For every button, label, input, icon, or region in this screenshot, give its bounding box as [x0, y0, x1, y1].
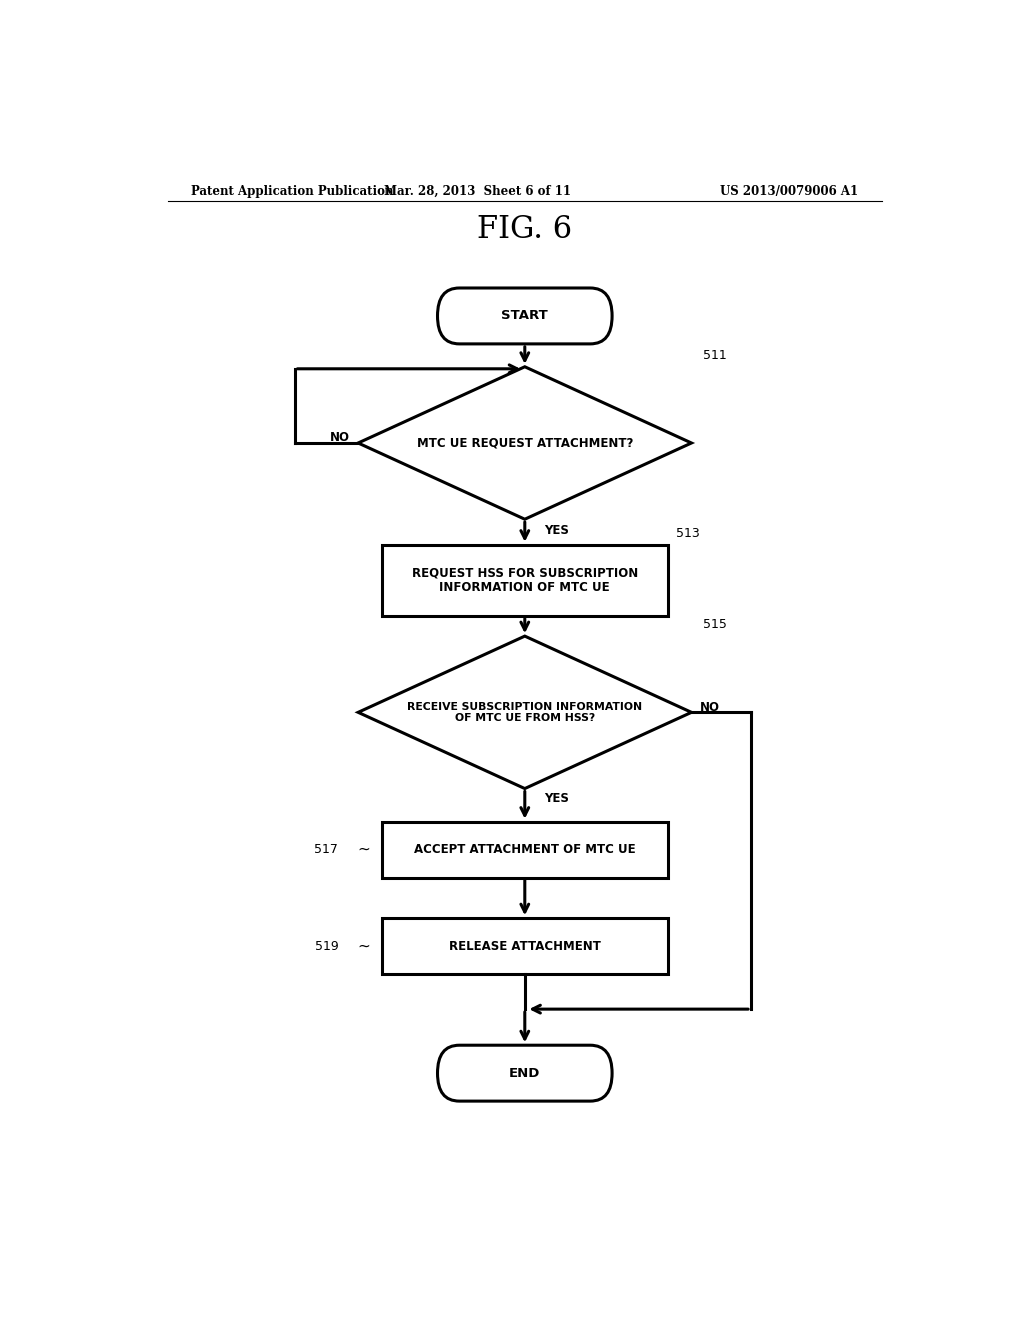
Text: ~: ~: [357, 939, 370, 953]
FancyBboxPatch shape: [437, 1045, 612, 1101]
Text: Mar. 28, 2013  Sheet 6 of 11: Mar. 28, 2013 Sheet 6 of 11: [384, 185, 570, 198]
FancyBboxPatch shape: [437, 288, 612, 345]
Text: US 2013/0079006 A1: US 2013/0079006 A1: [720, 185, 858, 198]
Polygon shape: [358, 636, 691, 788]
Text: REQUEST HSS FOR SUBSCRIPTION
INFORMATION OF MTC UE: REQUEST HSS FOR SUBSCRIPTION INFORMATION…: [412, 566, 638, 594]
Bar: [382, 821, 668, 878]
Text: START: START: [502, 309, 548, 322]
Text: 513: 513: [676, 527, 699, 540]
Polygon shape: [358, 367, 691, 519]
Bar: [382, 545, 668, 616]
Text: NO: NO: [330, 432, 350, 445]
Text: NO: NO: [699, 701, 720, 714]
Text: YES: YES: [545, 524, 569, 537]
Text: YES: YES: [545, 792, 569, 805]
Text: Patent Application Publication: Patent Application Publication: [191, 185, 394, 198]
Text: 515: 515: [703, 618, 727, 631]
Text: ~: ~: [357, 842, 370, 857]
Bar: [382, 919, 668, 974]
Text: 517: 517: [314, 843, 338, 857]
Text: ACCEPT ATTACHMENT OF MTC UE: ACCEPT ATTACHMENT OF MTC UE: [414, 843, 636, 857]
Text: RECEIVE SUBSCRIPTION INFORMATION
OF MTC UE FROM HSS?: RECEIVE SUBSCRIPTION INFORMATION OF MTC …: [408, 701, 642, 723]
Text: MTC UE REQUEST ATTACHMENT?: MTC UE REQUEST ATTACHMENT?: [417, 437, 633, 450]
Text: FIG. 6: FIG. 6: [477, 214, 572, 246]
Text: RELEASE ATTACHMENT: RELEASE ATTACHMENT: [449, 940, 601, 953]
Text: 519: 519: [314, 940, 338, 953]
Text: 511: 511: [703, 348, 727, 362]
Text: END: END: [509, 1067, 541, 1080]
